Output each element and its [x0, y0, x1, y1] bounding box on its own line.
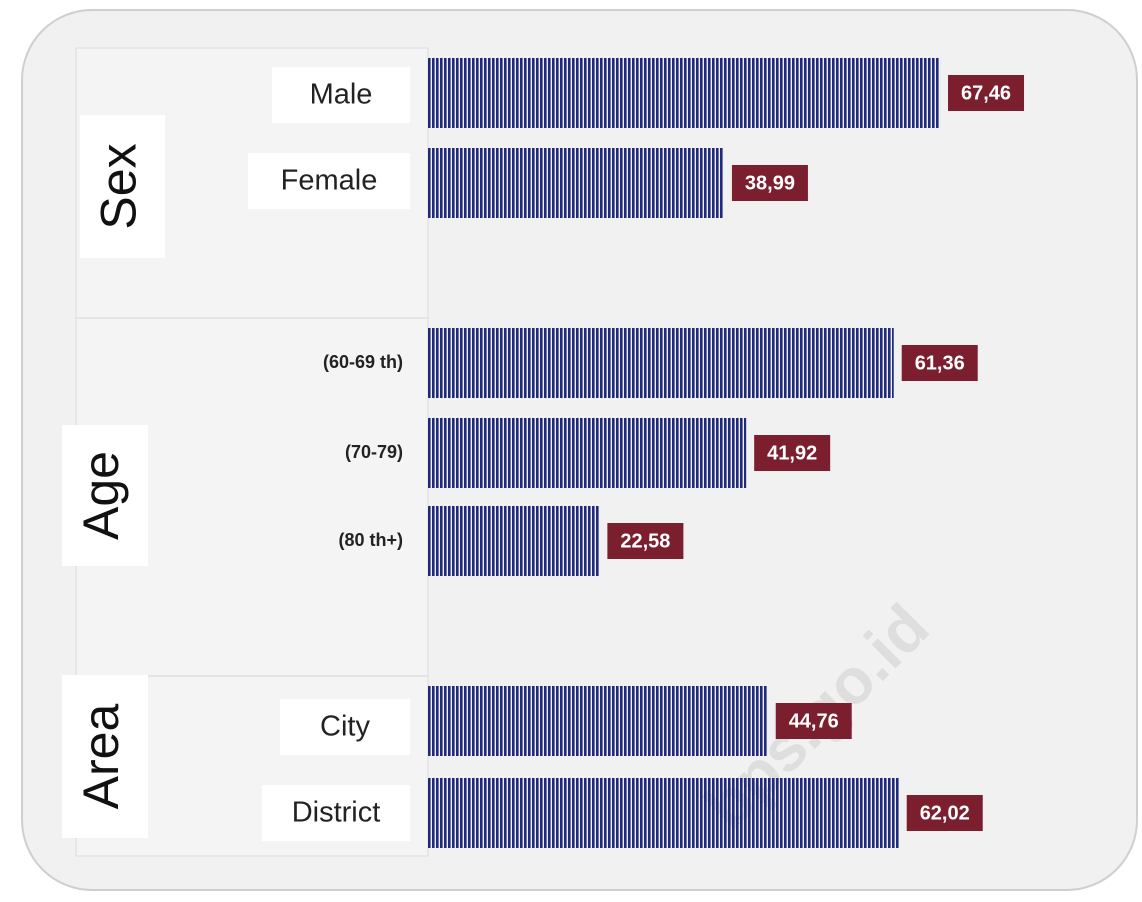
value-label: 61,36 [915, 352, 965, 374]
value-label: 41,92 [767, 442, 817, 464]
category-label: Male [310, 79, 373, 111]
category-label: (60-69 th) [323, 352, 403, 372]
value-label: 62,02 [920, 802, 970, 824]
value-label: 67,46 [961, 82, 1011, 104]
bar [428, 148, 724, 218]
value-label: 38,99 [745, 172, 795, 194]
category-label: (70-79) [345, 442, 403, 462]
group-label: Age [73, 451, 129, 540]
chart: bps.go.id SexMale67,46Female38,99Age(60-… [0, 0, 1142, 897]
group-label: Sex [91, 143, 147, 229]
bar [428, 506, 599, 576]
category-label: District [292, 797, 381, 829]
bar [428, 58, 940, 128]
category-label: Female [281, 165, 378, 197]
value-label: 44,76 [789, 710, 839, 732]
category-label: City [320, 711, 370, 743]
value-label: 22,58 [620, 530, 670, 552]
bar [428, 328, 894, 398]
bar [428, 418, 746, 488]
bar [428, 686, 768, 756]
bar [428, 778, 899, 848]
category-label: (80 th+) [338, 530, 403, 550]
group-label: Area [73, 704, 129, 810]
